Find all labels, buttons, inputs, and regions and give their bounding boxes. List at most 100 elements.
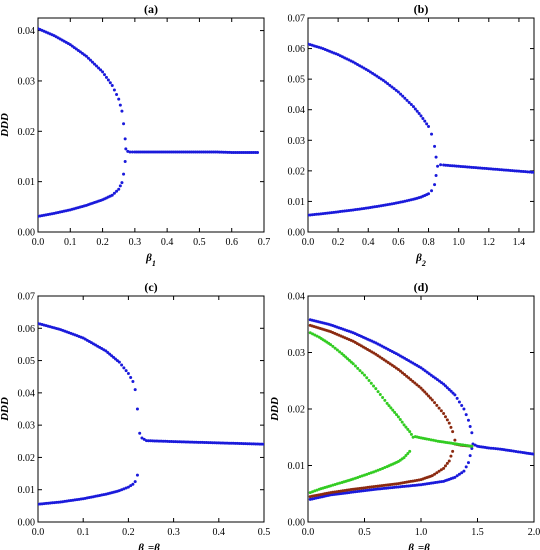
data-point	[402, 423, 406, 427]
data-point	[444, 163, 448, 167]
data-point	[452, 164, 456, 168]
data-point	[117, 187, 121, 191]
y-tick-label: 0.00	[288, 228, 306, 239]
data-point	[338, 350, 342, 354]
data-point	[470, 431, 474, 435]
data-point	[433, 472, 437, 476]
data-point	[474, 166, 478, 170]
data-point	[430, 398, 434, 402]
data-point	[262, 442, 264, 446]
data-point	[468, 444, 472, 448]
data-point	[97, 66, 101, 70]
data-point	[407, 100, 411, 104]
data-point	[455, 164, 459, 168]
data-point	[448, 164, 452, 168]
x-tick-label: 2.0	[528, 527, 540, 538]
x-tick-label: 0.8	[422, 237, 435, 248]
data-point	[455, 474, 459, 478]
data-point	[468, 454, 472, 458]
data-point	[88, 58, 92, 62]
x-tick-label: 0.0	[32, 237, 45, 248]
data-point	[356, 366, 360, 370]
data-point	[419, 386, 423, 390]
data-point	[506, 168, 510, 172]
data-point	[369, 471, 373, 475]
data-point	[433, 183, 437, 187]
data-point	[376, 468, 380, 472]
data-point	[112, 88, 116, 92]
data-point	[84, 54, 88, 58]
data-point	[461, 443, 465, 447]
data-point	[445, 418, 449, 422]
data-point	[519, 169, 523, 173]
data-point	[517, 169, 521, 173]
data-point	[417, 384, 421, 388]
x-axis-label: β1=β2	[137, 542, 164, 550]
data-point	[130, 150, 134, 154]
data-point	[435, 471, 439, 475]
y-tick-label: 0.04	[18, 26, 36, 37]
data-point	[311, 332, 315, 336]
x-tick-label: 1.0	[452, 237, 465, 248]
data-point	[120, 109, 124, 113]
y-tick-label: 0.07	[18, 292, 36, 303]
data-point	[495, 167, 499, 171]
data-point	[366, 69, 370, 73]
data-point	[395, 413, 399, 417]
data-point	[443, 415, 447, 419]
data-point	[461, 165, 465, 169]
data-point	[396, 90, 400, 94]
x-tick-label: 0.6	[225, 237, 238, 248]
data-point	[429, 438, 433, 442]
data-point	[449, 425, 453, 429]
data-point	[468, 425, 472, 429]
data-point	[381, 395, 385, 399]
y-tick-label: 0.05	[288, 75, 306, 86]
data-point	[363, 473, 366, 477]
data-point	[396, 367, 400, 371]
data-point	[465, 444, 469, 448]
data-point	[473, 443, 477, 447]
data-point	[528, 170, 532, 174]
y-tick-label: 0.01	[288, 197, 306, 208]
data-point	[369, 381, 373, 385]
panel-2: (b) 0.0 0.2 0.4 0.6 0.8 1.0 1.2 1.4 0.00 0.01 0.02 0…	[288, 2, 535, 268]
data-point	[315, 334, 319, 338]
data-point	[521, 170, 525, 174]
panel-title: (d)	[414, 280, 429, 294]
data-point	[390, 85, 394, 89]
data-point	[401, 371, 405, 375]
data-point	[464, 413, 468, 417]
data-point	[442, 382, 446, 386]
x-tick-label: 0.4	[213, 527, 226, 538]
y-tick-label: 0.01	[288, 461, 306, 472]
x-tick-label: 0.2	[332, 237, 345, 248]
data-point	[388, 83, 392, 87]
data-point	[423, 119, 427, 123]
data-point	[356, 475, 360, 479]
data-point	[435, 403, 439, 407]
data-point	[498, 168, 502, 172]
y-tick-label: 0.07	[288, 14, 306, 25]
data-point	[331, 344, 335, 348]
data-point	[411, 105, 415, 109]
data-point	[86, 56, 90, 60]
data-point	[115, 189, 119, 193]
data-point	[504, 168, 508, 172]
data-point	[108, 81, 112, 85]
data-point	[391, 408, 395, 412]
data-point	[103, 73, 107, 77]
panel-1: (a) 0.0 0.1 0.2 0.3 0.4 0.5 0.6 0.7 0.00 0.01 0.02 0…	[0, 2, 270, 268]
data-point	[376, 390, 380, 394]
data-point	[135, 407, 139, 411]
data-point	[124, 369, 128, 373]
data-point	[439, 468, 443, 472]
data-point	[117, 489, 121, 493]
data-point	[453, 438, 457, 442]
data-point	[439, 163, 443, 167]
data-point	[315, 488, 319, 492]
data-point	[110, 83, 114, 87]
data-point	[430, 189, 434, 193]
data-point	[466, 418, 470, 422]
data-point	[123, 137, 127, 141]
